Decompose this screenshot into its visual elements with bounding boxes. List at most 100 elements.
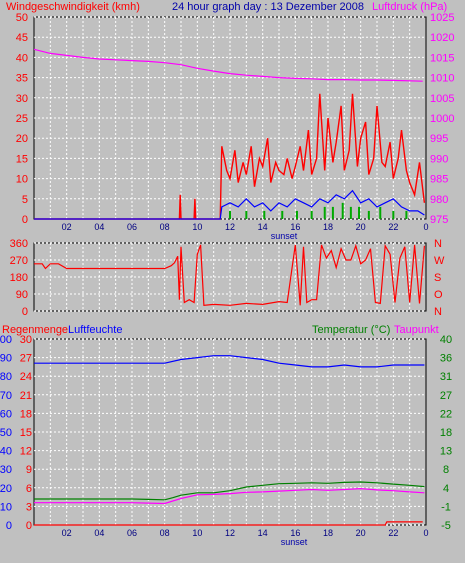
y-tick-label-wind: 20: [16, 133, 28, 145]
y-tick-label-humidity: 100: [0, 334, 12, 346]
y-tick-label-direction: 360: [10, 238, 28, 250]
x-tick-label: 18: [323, 222, 333, 232]
y-tick-label-wind: 35: [16, 73, 28, 85]
y-tick-label-pressure: 980: [430, 194, 448, 206]
y-tick-label-humidity: 40: [0, 446, 12, 458]
y-tick-label-temp: 40: [440, 334, 452, 346]
y-tick-label-humidity: 80: [0, 371, 12, 383]
chart-title: 24 hour graph day : 13 Dezember 2008: [172, 1, 364, 13]
y-tick-label-humidity: 90: [0, 353, 12, 365]
x-tick-label: 18: [323, 528, 333, 538]
y-tick-label-direction: 90: [16, 289, 28, 301]
compass-label: W: [434, 255, 445, 267]
series-line: [33, 48, 423, 82]
y-tick-label-pressure: 1010: [430, 73, 454, 85]
y-tick-label-wind: 45: [16, 32, 28, 44]
x-tick-label: 22: [388, 528, 398, 538]
x-tick-label: 04: [94, 528, 104, 538]
y-tick-label-wind: 5: [22, 194, 28, 206]
x-tick-label: 0: [423, 528, 428, 538]
compass-label: O: [434, 289, 443, 301]
compass-label: N: [434, 238, 442, 250]
y-tick-label-temp: 36: [440, 353, 452, 365]
y-tick-label-pressure: 1025: [430, 12, 454, 24]
y-tick-label-pressure: 975: [430, 214, 448, 226]
x-tick-label: 22: [388, 222, 398, 232]
y-tick-label-temp: 8: [443, 464, 449, 476]
y-tick-label-wind: 0: [22, 214, 28, 226]
pressure-axis-title: Luftdruck (hPa): [372, 1, 447, 13]
y-tick-label-pressure: 985: [430, 174, 448, 186]
y-tick-label-pressure: 995: [430, 133, 448, 145]
x-tick-label: 06: [127, 222, 137, 232]
y-tick-label-temp: 27: [440, 390, 452, 402]
y-tick-label-temp: 4: [443, 483, 449, 495]
x-tick-label: 16: [290, 528, 300, 538]
y-tick-label-humidity: 60: [0, 408, 12, 420]
x-tick-label: 08: [160, 222, 170, 232]
wind-direction-line: [34, 243, 425, 306]
y-tick-label-temp: -5: [441, 520, 451, 532]
x-tick-label: 20: [356, 528, 366, 538]
x-tick-label: 14: [258, 528, 268, 538]
y-tick-label-pressure: 1000: [430, 113, 454, 125]
x-tick-label: 20: [356, 222, 366, 232]
y-tick-label-wind: 40: [16, 52, 28, 64]
x-tick-label: 12: [225, 528, 235, 538]
x-tick-label: 02: [62, 528, 72, 538]
y-tick-label-rain: 0: [26, 520, 32, 532]
series-line: [34, 487, 425, 505]
dewpoint-axis-title: Taupunkt: [394, 324, 439, 336]
x-tick-label: 16: [290, 222, 300, 232]
x-tick-label: 0: [423, 222, 428, 232]
compass-label: S: [434, 272, 441, 284]
y-tick-label-rain: 27: [20, 353, 32, 365]
y-tick-label-rain: 30: [20, 334, 32, 346]
y-tick-label-humidity: 30: [0, 464, 12, 476]
series-line: [34, 189, 425, 220]
series-line: [34, 481, 425, 501]
series-line: [34, 93, 426, 220]
rain-axis-title: Regenmenge: [2, 324, 68, 336]
y-tick-label-wind: 15: [16, 153, 28, 165]
y-tick-label-rain: 21: [20, 390, 32, 402]
x-tick-label: 12: [225, 222, 235, 232]
y-tick-label-rain: 3: [26, 501, 32, 513]
x-tick-label: 02: [62, 222, 72, 232]
x-tick-label: 08: [160, 528, 170, 538]
y-tick-label-pressure: 1005: [430, 93, 454, 105]
y-tick-label-pressure: 1020: [430, 32, 454, 44]
x-tick-label: 10: [192, 528, 202, 538]
y-tick-label-rain: 9: [26, 464, 32, 476]
y-tick-label-wind: 50: [16, 12, 28, 24]
y-tick-label-humidity: 20: [0, 483, 12, 495]
y-tick-label-humidity: 10: [0, 501, 12, 513]
y-tick-label-temp: -1: [441, 501, 451, 513]
y-tick-label-rain: 24: [20, 371, 32, 383]
y-tick-label-rain: 6: [26, 483, 32, 495]
y-tick-label-humidity: 0: [6, 520, 12, 532]
y-tick-label-temp: 13: [440, 446, 452, 458]
wind-axis-title: Windgeschwindigkeit (kmh): [6, 1, 140, 13]
y-tick-label-rain: 15: [20, 427, 32, 439]
y-tick-label-direction: 180: [10, 272, 28, 284]
y-tick-label-wind: 25: [16, 113, 28, 125]
y-tick-label-direction: 0: [22, 306, 28, 318]
x-tick-label: 14: [258, 222, 268, 232]
y-tick-label-wind: 30: [16, 93, 28, 105]
y-tick-label-temp: 31: [440, 371, 452, 383]
compass-label: N: [434, 306, 442, 318]
series-line: [34, 355, 425, 368]
y-tick-label-humidity: 70: [0, 390, 12, 402]
temperature-axis-title: Temperatur (°C): [312, 324, 390, 336]
y-tick-label-temp: 18: [440, 427, 452, 439]
y-tick-label-pressure: 1015: [430, 52, 454, 64]
sunset-label-bottom: sunset: [281, 537, 308, 547]
y-tick-label-pressure: 990: [430, 153, 448, 165]
y-tick-label-wind: 10: [16, 174, 28, 186]
y-tick-label-rain: 12: [20, 446, 32, 458]
sunset-label-top: sunset: [271, 231, 298, 241]
humidity-axis-title: Luftfeuchte: [68, 324, 122, 336]
y-tick-label-humidity: 50: [0, 427, 12, 439]
